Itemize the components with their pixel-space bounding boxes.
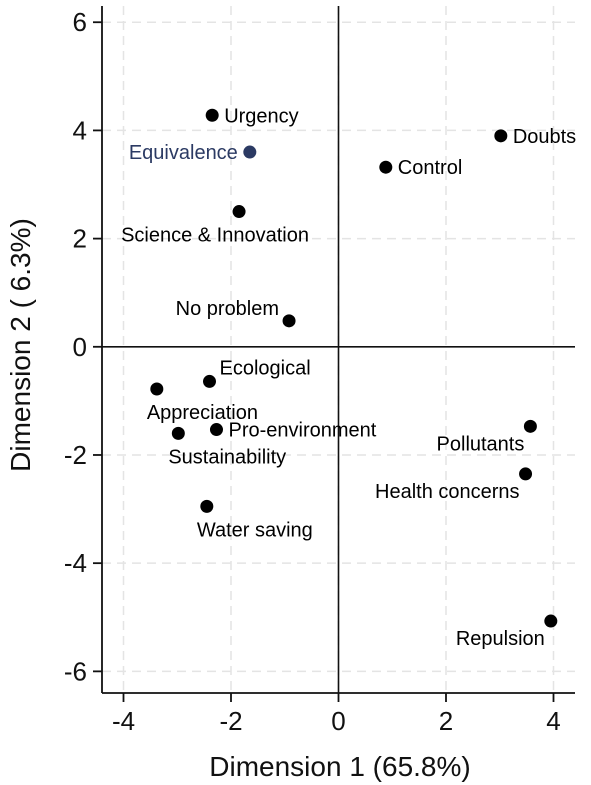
data-point [150,382,164,396]
data-point [523,419,537,433]
data-point [232,205,246,219]
point-label: Repulsion [456,628,545,650]
x-tick-label: -2 [219,706,242,736]
x-tick-label: 2 [439,706,453,736]
data-point [200,499,214,513]
point-label: Water saving [197,519,313,541]
y-tick-label: 0 [73,332,87,362]
data-points [150,108,558,628]
data-point [205,108,219,122]
tick-labels: -4 -2 0 2 4 -6 -4 -2 0 2 4 6 [64,7,561,736]
y-tick-label: 6 [73,7,87,37]
point-label: No problem [176,298,279,320]
point-label: Equivalence [129,142,238,164]
point-label: Control [398,157,462,179]
data-point [379,160,393,174]
data-point [544,614,558,628]
y-axis-title: Dimension 2 ( 6.3%) [5,218,36,472]
y-tick-label: -6 [64,656,87,686]
y-tick-label: -4 [64,548,87,578]
data-point [519,467,533,481]
y-tick-label: 2 [73,224,87,254]
point-label: Doubts [513,126,576,148]
data-point [243,145,257,159]
x-tick-label: -4 [112,706,135,736]
data-point [209,423,223,437]
data-point [203,374,216,388]
y-tick-label: -2 [64,440,87,470]
point-label: Health concerns [375,481,520,503]
point-label: Urgency [224,105,298,127]
axes [93,6,575,702]
point-label: Pro-environment [228,420,376,442]
point-labels: Urgency Equivalence Doubts Control Science &… [121,105,576,650]
reference-lines [102,6,575,693]
point-label: Science & Innovation [121,225,309,247]
data-point [494,129,508,143]
data-point [171,426,185,440]
data-point [282,314,296,328]
x-tick-label: 0 [331,706,345,736]
x-tick-label: 4 [546,706,560,736]
point-label: Pollutants [437,433,525,455]
point-label: Appreciation [147,402,258,424]
point-label: Ecological [220,357,311,379]
x-axis-title: Dimension 1 (65.8%) [209,751,470,782]
point-label: Sustainability [168,446,286,468]
y-tick-label: 4 [73,115,87,145]
